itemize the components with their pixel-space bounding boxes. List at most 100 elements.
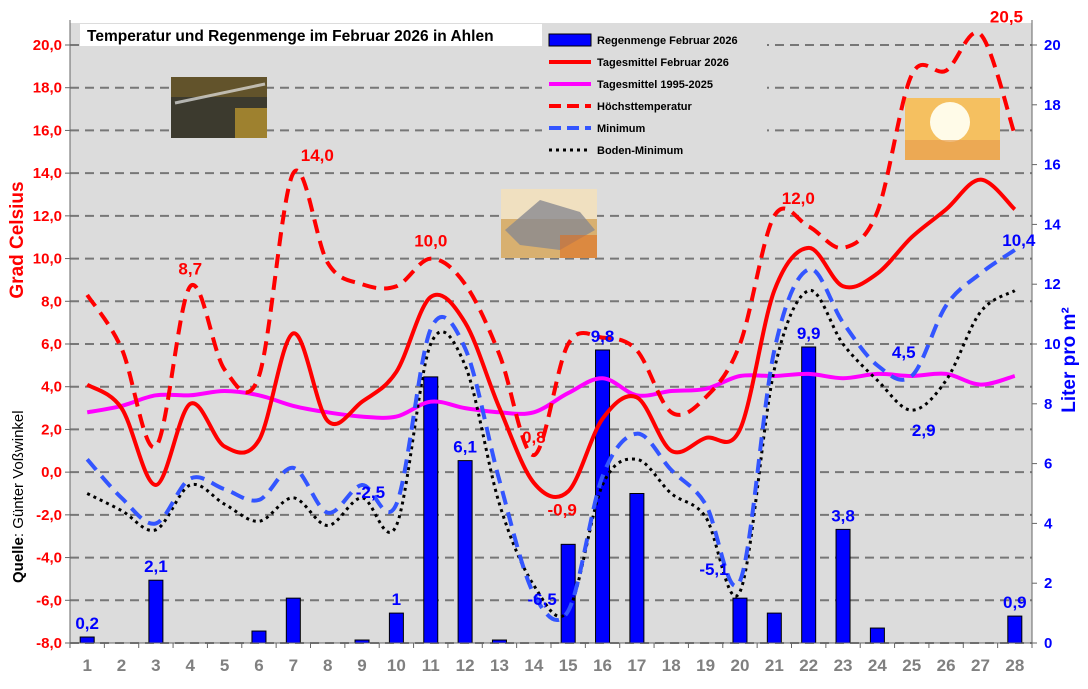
x-tick-label: 3	[151, 656, 160, 675]
x-tick-label: 24	[868, 656, 887, 675]
legend-entry-h-chsttemperatur: Höchsttemperatur	[597, 101, 692, 113]
x-tick-label: 28	[1005, 656, 1024, 675]
y-tick-label-left: -4,0	[36, 550, 62, 567]
y-tick-label-left: 16,0	[33, 122, 62, 139]
line-minimum	[85, 248, 1016, 623]
y-tick-label-right: 14	[1044, 216, 1061, 233]
rain-bar	[285, 597, 301, 644]
data-label: 2,9	[912, 421, 936, 440]
data-label: 1	[392, 590, 401, 609]
rain-bar	[148, 579, 164, 644]
y-tick-label-left: 6,0	[41, 336, 62, 353]
data-label: 9,9	[797, 324, 821, 343]
data-label: 20,5	[990, 7, 1023, 26]
y-tick-label-right: 16	[1044, 157, 1061, 174]
x-tick-label: 19	[696, 656, 715, 675]
y-tick-label-right: 12	[1044, 276, 1061, 293]
rain-bar	[732, 597, 748, 644]
y-tick-label-left: 12,0	[33, 208, 62, 225]
data-labels: 0,2 2,1 1 6,1 9,8 9,9 3,8 0,9 8,7 14,0 10,0 0,8 12,0…	[75, 7, 1036, 633]
x-tick-label: 2	[117, 656, 126, 675]
rain-bar	[801, 346, 817, 644]
y-axis-right-label: Liter pro m²	[1059, 307, 1080, 413]
x-tick-label: 12	[456, 656, 475, 675]
rain-bar	[251, 630, 267, 644]
rain-bar	[869, 627, 885, 644]
rain-photo	[171, 77, 267, 138]
x-tick-label: 23	[834, 656, 853, 675]
x-tick-label: 13	[490, 656, 509, 675]
data-label: 14,0	[301, 146, 334, 165]
x-tick-label: 9	[357, 656, 366, 675]
legend-swatch	[548, 33, 592, 47]
data-label: 9,8	[591, 327, 615, 346]
y-tick-label-left: 0,0	[41, 464, 62, 481]
data-label: 4,5	[892, 343, 916, 362]
x-tick-label: 20	[731, 656, 750, 675]
data-label: 3,8	[831, 506, 855, 525]
y-tick-label-left: 20,0	[33, 37, 62, 54]
y-tick-label-right: 20	[1044, 37, 1061, 54]
line-tagesmittel-februar-2026	[86, 177, 1017, 499]
data-label: -6,5	[528, 590, 557, 609]
source-credit: Quelle: Günter Voßwinkel	[10, 410, 27, 583]
x-tick-label: 27	[971, 656, 990, 675]
y-tick-label-left: 14,0	[33, 165, 62, 182]
y-tick-label-right: 0	[1044, 635, 1052, 652]
series-lines	[85, 30, 1017, 623]
data-label: 6,1	[453, 438, 477, 457]
legend-entry-boden-minimum: Boden-Minimum	[597, 145, 683, 157]
y-tick-label-left: -8,0	[36, 635, 62, 652]
rain-bar	[457, 460, 473, 644]
data-label: 0,9	[1003, 593, 1027, 612]
data-label: -5,1	[699, 560, 728, 579]
x-tick-label: 18	[662, 656, 681, 675]
x-tick-label: 6	[254, 656, 263, 675]
y-axis-left-label: Grad Celsius	[7, 181, 28, 298]
legend-entry-tagesmittel-1995-2025: Tagesmittel 1995-2025	[597, 79, 713, 91]
rain-bar	[835, 528, 851, 644]
y-tick-label-left: 2,0	[41, 421, 62, 438]
x-tick-label: 5	[220, 656, 229, 675]
x-tick-label: 22	[799, 656, 818, 675]
title-background	[80, 24, 542, 46]
line-h-chsttemperatur	[85, 30, 1017, 458]
x-tick-label: 17	[627, 656, 646, 675]
data-label: 10,0	[414, 232, 447, 251]
data-label: 8,7	[178, 259, 202, 278]
y-tick-label-left: 18,0	[33, 80, 62, 97]
rain-bar	[629, 493, 645, 644]
y-tick-label-right: 6	[1044, 456, 1052, 473]
source-label: Quelle	[10, 537, 27, 583]
axes: -8,0 -6,0 -4,0 -2,0 0,0 2,0 4,0 6,0 8,0 10,0 12,0 1…	[33, 20, 1061, 675]
x-tick-label: 21	[765, 656, 784, 675]
legend: Regenmenge Februar 2026 Tagesmittel Febru…	[542, 26, 767, 166]
data-label: 12,0	[782, 189, 815, 208]
y-tick-label-left: -2,0	[36, 507, 62, 524]
x-tick-label: 7	[289, 656, 298, 675]
y-tick-label-right: 10	[1044, 336, 1061, 353]
sun-photo	[905, 98, 1000, 160]
y-tick-label-left: 10,0	[33, 251, 62, 268]
x-tick-label: 26	[937, 656, 956, 675]
x-tick-label: 1	[82, 656, 91, 675]
x-tick-label: 4	[186, 656, 196, 675]
rain-bar	[388, 612, 404, 644]
legend-entry-minimum: Minimum	[597, 123, 645, 135]
data-label: 10,4	[1002, 231, 1036, 250]
y-tick-label-right: 18	[1044, 97, 1061, 114]
y-tick-label-right: 8	[1044, 396, 1052, 413]
data-label: -0,9	[548, 500, 577, 519]
snow-photo	[501, 189, 597, 258]
legend-entry-regenmenge-februar-2026: Regenmenge Februar 2026	[597, 35, 738, 47]
chart-title: Temperatur und Regenmenge im Februar 202…	[87, 28, 494, 45]
data-label: 0,8	[522, 428, 546, 447]
rain-bar	[79, 636, 95, 644]
x-tick-label: 14	[524, 656, 543, 675]
legend-box	[542, 26, 767, 166]
x-tick-label: 25	[902, 656, 921, 675]
x-tick-label: 16	[593, 656, 612, 675]
x-tick-label: 10	[387, 656, 406, 675]
y-tick-label-right: 4	[1044, 515, 1053, 532]
